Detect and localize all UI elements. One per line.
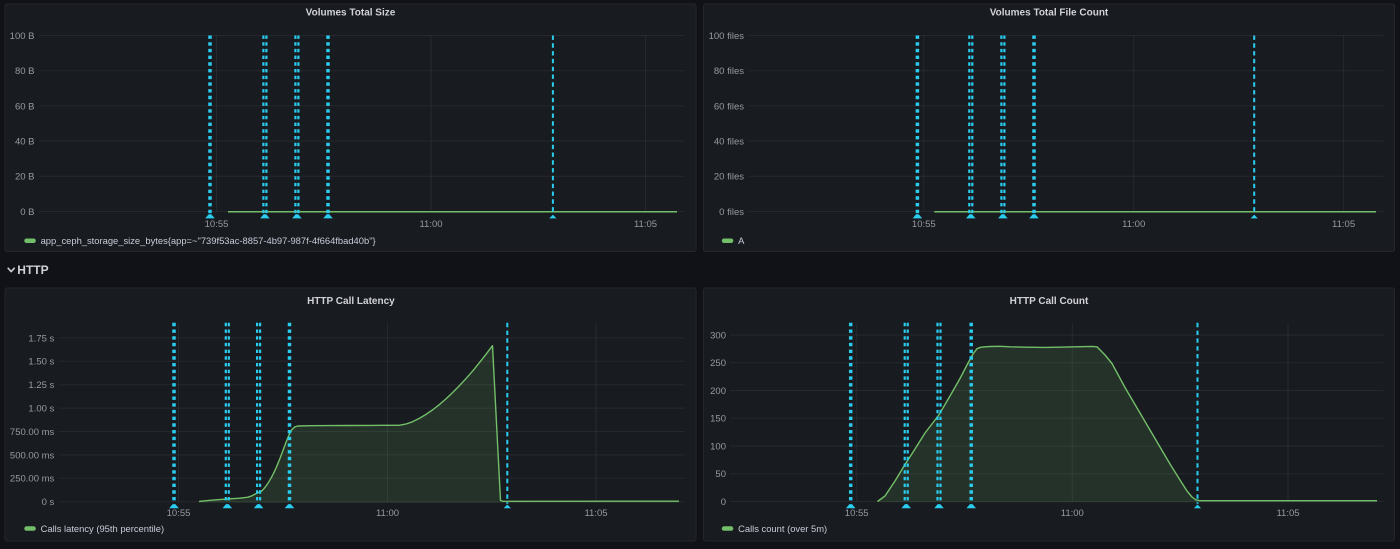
svg-text:300: 300: [710, 330, 726, 341]
svg-text:1.25 s: 1.25 s: [28, 380, 54, 391]
svg-text:10:55: 10:55: [205, 219, 229, 230]
svg-text:HTTP Call Latency: HTTP Call Latency: [307, 296, 395, 307]
svg-text:0 s: 0 s: [42, 497, 55, 508]
svg-text:80 B: 80 B: [15, 66, 35, 77]
svg-text:11:05: 11:05: [1332, 219, 1355, 230]
svg-text:Volumes Total Size: Volumes Total Size: [306, 7, 396, 18]
svg-text:40 B: 40 B: [15, 137, 35, 148]
svg-text:11:00: 11:00: [1061, 508, 1084, 519]
svg-text:HTTP: HTTP: [17, 263, 48, 277]
svg-text:11:00: 11:00: [1122, 219, 1145, 230]
svg-text:60 files: 60 files: [714, 101, 744, 112]
svg-text:250.00 ms: 250.00 ms: [10, 474, 55, 485]
svg-text:Calls count (over 5m): Calls count (over 5m): [738, 523, 827, 534]
svg-text:Volumes Total File Count: Volumes Total File Count: [990, 7, 1109, 18]
svg-text:500.00 ms: 500.00 ms: [10, 450, 55, 461]
svg-text:A: A: [738, 235, 745, 246]
svg-text:100: 100: [710, 441, 726, 452]
svg-text:11:05: 11:05: [1276, 508, 1299, 519]
svg-text:60 B: 60 B: [15, 101, 35, 112]
svg-text:40 files: 40 files: [714, 137, 744, 148]
svg-text:50: 50: [715, 469, 726, 480]
svg-text:1.50 s: 1.50 s: [28, 357, 54, 368]
svg-text:1.00 s: 1.00 s: [28, 404, 54, 415]
svg-text:0 B: 0 B: [20, 207, 34, 218]
svg-text:0: 0: [721, 497, 726, 508]
svg-text:100 files: 100 files: [709, 31, 745, 42]
svg-text:11:05: 11:05: [584, 508, 607, 519]
svg-text:app_ceph_storage_size_bytes{ap: app_ceph_storage_size_bytes{app=~"739f53…: [41, 235, 376, 246]
svg-text:750.00 ms: 750.00 ms: [10, 427, 55, 438]
svg-text:0 files: 0 files: [719, 207, 744, 218]
svg-text:200: 200: [710, 386, 726, 397]
svg-text:Calls latency (95th percentile: Calls latency (95th percentile): [41, 523, 165, 534]
svg-text:10:55: 10:55: [912, 219, 936, 230]
svg-text:150: 150: [710, 414, 726, 425]
svg-text:80 files: 80 files: [714, 66, 744, 77]
svg-text:100 B: 100 B: [10, 31, 35, 42]
svg-text:20 files: 20 files: [714, 172, 744, 183]
svg-text:250: 250: [710, 358, 726, 369]
svg-text:11:05: 11:05: [634, 219, 657, 230]
svg-text:10:55: 10:55: [167, 508, 191, 519]
svg-text:1.75 s: 1.75 s: [28, 333, 54, 344]
svg-text:11:00: 11:00: [376, 508, 399, 519]
svg-text:HTTP Call Count: HTTP Call Count: [1010, 296, 1089, 307]
svg-text:10:55: 10:55: [845, 508, 869, 519]
svg-text:20 B: 20 B: [15, 172, 35, 183]
svg-text:11:00: 11:00: [419, 219, 442, 230]
